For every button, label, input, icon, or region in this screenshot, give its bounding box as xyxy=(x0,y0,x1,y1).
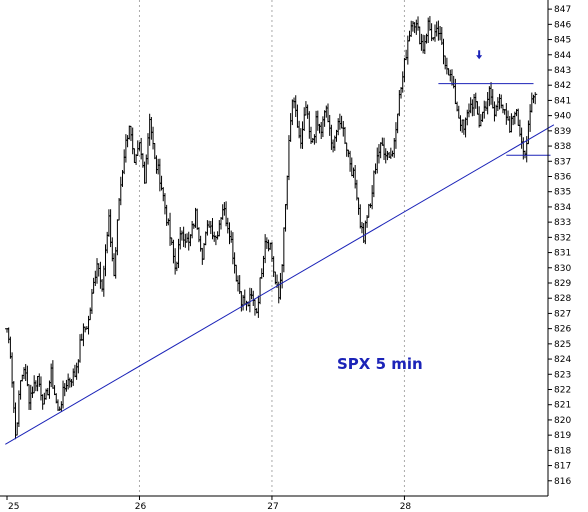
y-tick-label: 817 xyxy=(554,462,571,472)
y-tick-label: 835 xyxy=(554,188,571,198)
price-bar xyxy=(281,227,286,273)
y-tick-label: 838 xyxy=(554,142,571,152)
y-tick-label: 826 xyxy=(554,325,571,335)
y-tick-label: 816 xyxy=(554,477,571,487)
chart-annotation: SPX 5 min xyxy=(337,355,423,373)
y-tick-label: 842 xyxy=(554,81,571,91)
y-tick-label: 837 xyxy=(554,157,571,167)
arrow-head xyxy=(476,55,483,60)
x-tick-label: 28 xyxy=(400,502,412,512)
y-tick-label: 834 xyxy=(554,203,571,213)
y-tick-label: 831 xyxy=(554,249,571,259)
y-tick-label: 846 xyxy=(554,20,571,30)
trendlines xyxy=(5,83,555,445)
y-tick-label: 822 xyxy=(554,385,571,395)
down-arrow-marker xyxy=(476,50,483,60)
x-tick-label: 26 xyxy=(135,502,147,512)
y-tick-label: 818 xyxy=(554,446,571,456)
y-tick-label: 844 xyxy=(554,51,571,61)
y-tick-label: 832 xyxy=(554,233,571,243)
y-tick-label: 819 xyxy=(554,431,571,441)
y-tick-label: 843 xyxy=(554,66,571,76)
x-tick-label: 25 xyxy=(8,502,19,512)
y-tick-label: 820 xyxy=(554,416,571,426)
y-tick-label: 841 xyxy=(554,96,571,106)
y-tick-label: 824 xyxy=(554,355,571,365)
y-tick-label: 825 xyxy=(554,340,571,350)
price-bars xyxy=(5,16,538,440)
y-tick-label: 827 xyxy=(554,309,571,319)
y-tick-label: 833 xyxy=(554,218,571,228)
y-tick-label: 836 xyxy=(554,172,571,182)
x-tick-label: 27 xyxy=(267,502,278,512)
y-tick-label: 845 xyxy=(554,36,571,46)
y-tick-label: 830 xyxy=(554,264,571,274)
y-tick-label: 829 xyxy=(554,279,571,289)
y-tick-label: 823 xyxy=(554,370,571,380)
y-tick-label: 847 xyxy=(554,5,571,15)
y-tick-label: 821 xyxy=(554,401,571,411)
price-bar xyxy=(371,170,376,198)
axes: 816 817 818 819 820 821 822 823 824 825 826 827 828 8… xyxy=(0,0,571,512)
y-tick-label: 839 xyxy=(554,127,571,137)
y-tick-label: 828 xyxy=(554,294,571,304)
y-tick-label: 940 xyxy=(554,112,571,122)
price-bar xyxy=(533,92,538,105)
trendline-0 xyxy=(5,124,555,445)
price-bar xyxy=(285,175,290,210)
markers xyxy=(476,50,483,60)
